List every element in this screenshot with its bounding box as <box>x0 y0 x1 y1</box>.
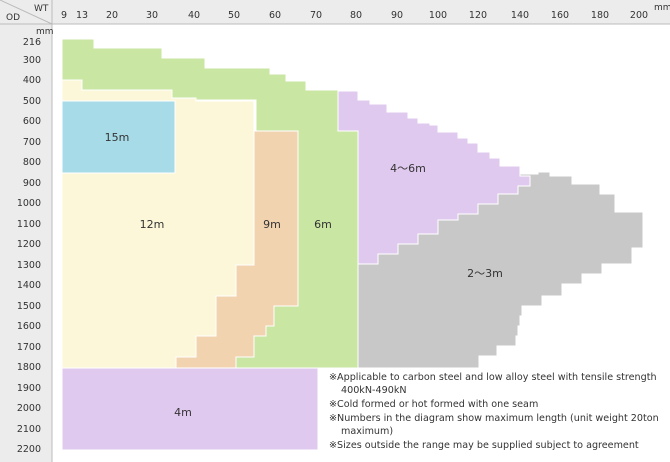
od-axis-band <box>0 24 52 462</box>
wt-tick: 70 <box>310 10 322 21</box>
od-tick: 1900 <box>17 383 41 394</box>
wt-unit-label: mm <box>654 3 670 13</box>
zone-12m-label: 12m <box>140 218 165 231</box>
zone-4m <box>61 367 319 451</box>
od-tick: 500 <box>23 96 41 107</box>
zone-6m-label: 6m <box>314 218 332 231</box>
note-applicability: ※Applicable to carbon steel and low allo… <box>329 372 657 396</box>
od-tick: 1600 <box>17 321 41 332</box>
zone-4-6m-label: 4〜6m <box>390 162 426 175</box>
wt-tick: 40 <box>188 10 200 21</box>
od-tick: 1800 <box>17 362 41 373</box>
zone-15m-label: 15m <box>105 131 130 144</box>
notes: ※Applicable to carbon steel and low allo… <box>329 371 669 453</box>
od-tick: 1100 <box>17 219 41 230</box>
wt-tick: 90 <box>391 10 403 21</box>
wt-tick: 20 <box>106 10 118 21</box>
wt-corner-label: WT <box>34 4 49 14</box>
od-unit-label: mm <box>36 27 54 37</box>
od-tick: 1300 <box>17 260 41 271</box>
wt-tick: 160 <box>551 10 569 21</box>
wt-tick: 100 <box>429 10 447 21</box>
wt-tick: 80 <box>350 10 362 21</box>
wt-tick: 50 <box>228 10 240 21</box>
zone-9m-label: 9m <box>263 218 281 231</box>
zone-4-6m <box>337 90 531 265</box>
od-tick: 700 <box>23 137 41 148</box>
od-tick: 1000 <box>17 198 41 209</box>
od-tick: 800 <box>23 157 41 168</box>
wt-tick: 9 <box>61 10 67 21</box>
od-tick: 1200 <box>17 239 41 250</box>
wt-axis-band <box>0 0 670 24</box>
wt-tick: 120 <box>469 10 487 21</box>
od-tick: 1500 <box>17 301 41 312</box>
wt-tick: 13 <box>76 10 88 21</box>
od-corner-label: OD <box>6 13 20 23</box>
wt-tick-labels: 9 13 20 30 40 50 60 70 80 90 100 120 140… <box>61 10 648 21</box>
wt-tick: 140 <box>511 10 529 21</box>
od-tick: 216 <box>23 37 41 48</box>
zone-4m-label: 4m <box>174 406 192 419</box>
wt-tick: 200 <box>630 10 648 21</box>
od-tick: 2200 <box>17 444 41 455</box>
od-tick: 400 <box>23 75 41 86</box>
od-tick: 300 <box>23 55 41 66</box>
zone-15m <box>61 100 176 174</box>
od-tick: 1400 <box>17 280 41 291</box>
zone-2-3m-label: 2〜3m <box>467 267 503 280</box>
od-tick: 900 <box>23 178 41 189</box>
note-forming: ※Cold formed or hot formed with one seam <box>329 399 539 410</box>
od-tick: 1700 <box>17 342 41 353</box>
wt-tick: 60 <box>269 10 281 21</box>
wt-tick: 180 <box>591 10 609 21</box>
corner-divider <box>0 0 53 25</box>
note-max-length: ※Numbers in the diagram show maximum len… <box>329 413 659 437</box>
od-tick: 2000 <box>17 403 41 414</box>
od-tick: 2100 <box>17 424 41 435</box>
wt-tick: 30 <box>146 10 158 21</box>
od-tick: 600 <box>23 116 41 127</box>
note-outside-range: ※Sizes outside the range may be supplied… <box>329 440 639 451</box>
od-tick-labels: 216 300 400 500 600 700 800 900 1000 110… <box>17 37 41 455</box>
